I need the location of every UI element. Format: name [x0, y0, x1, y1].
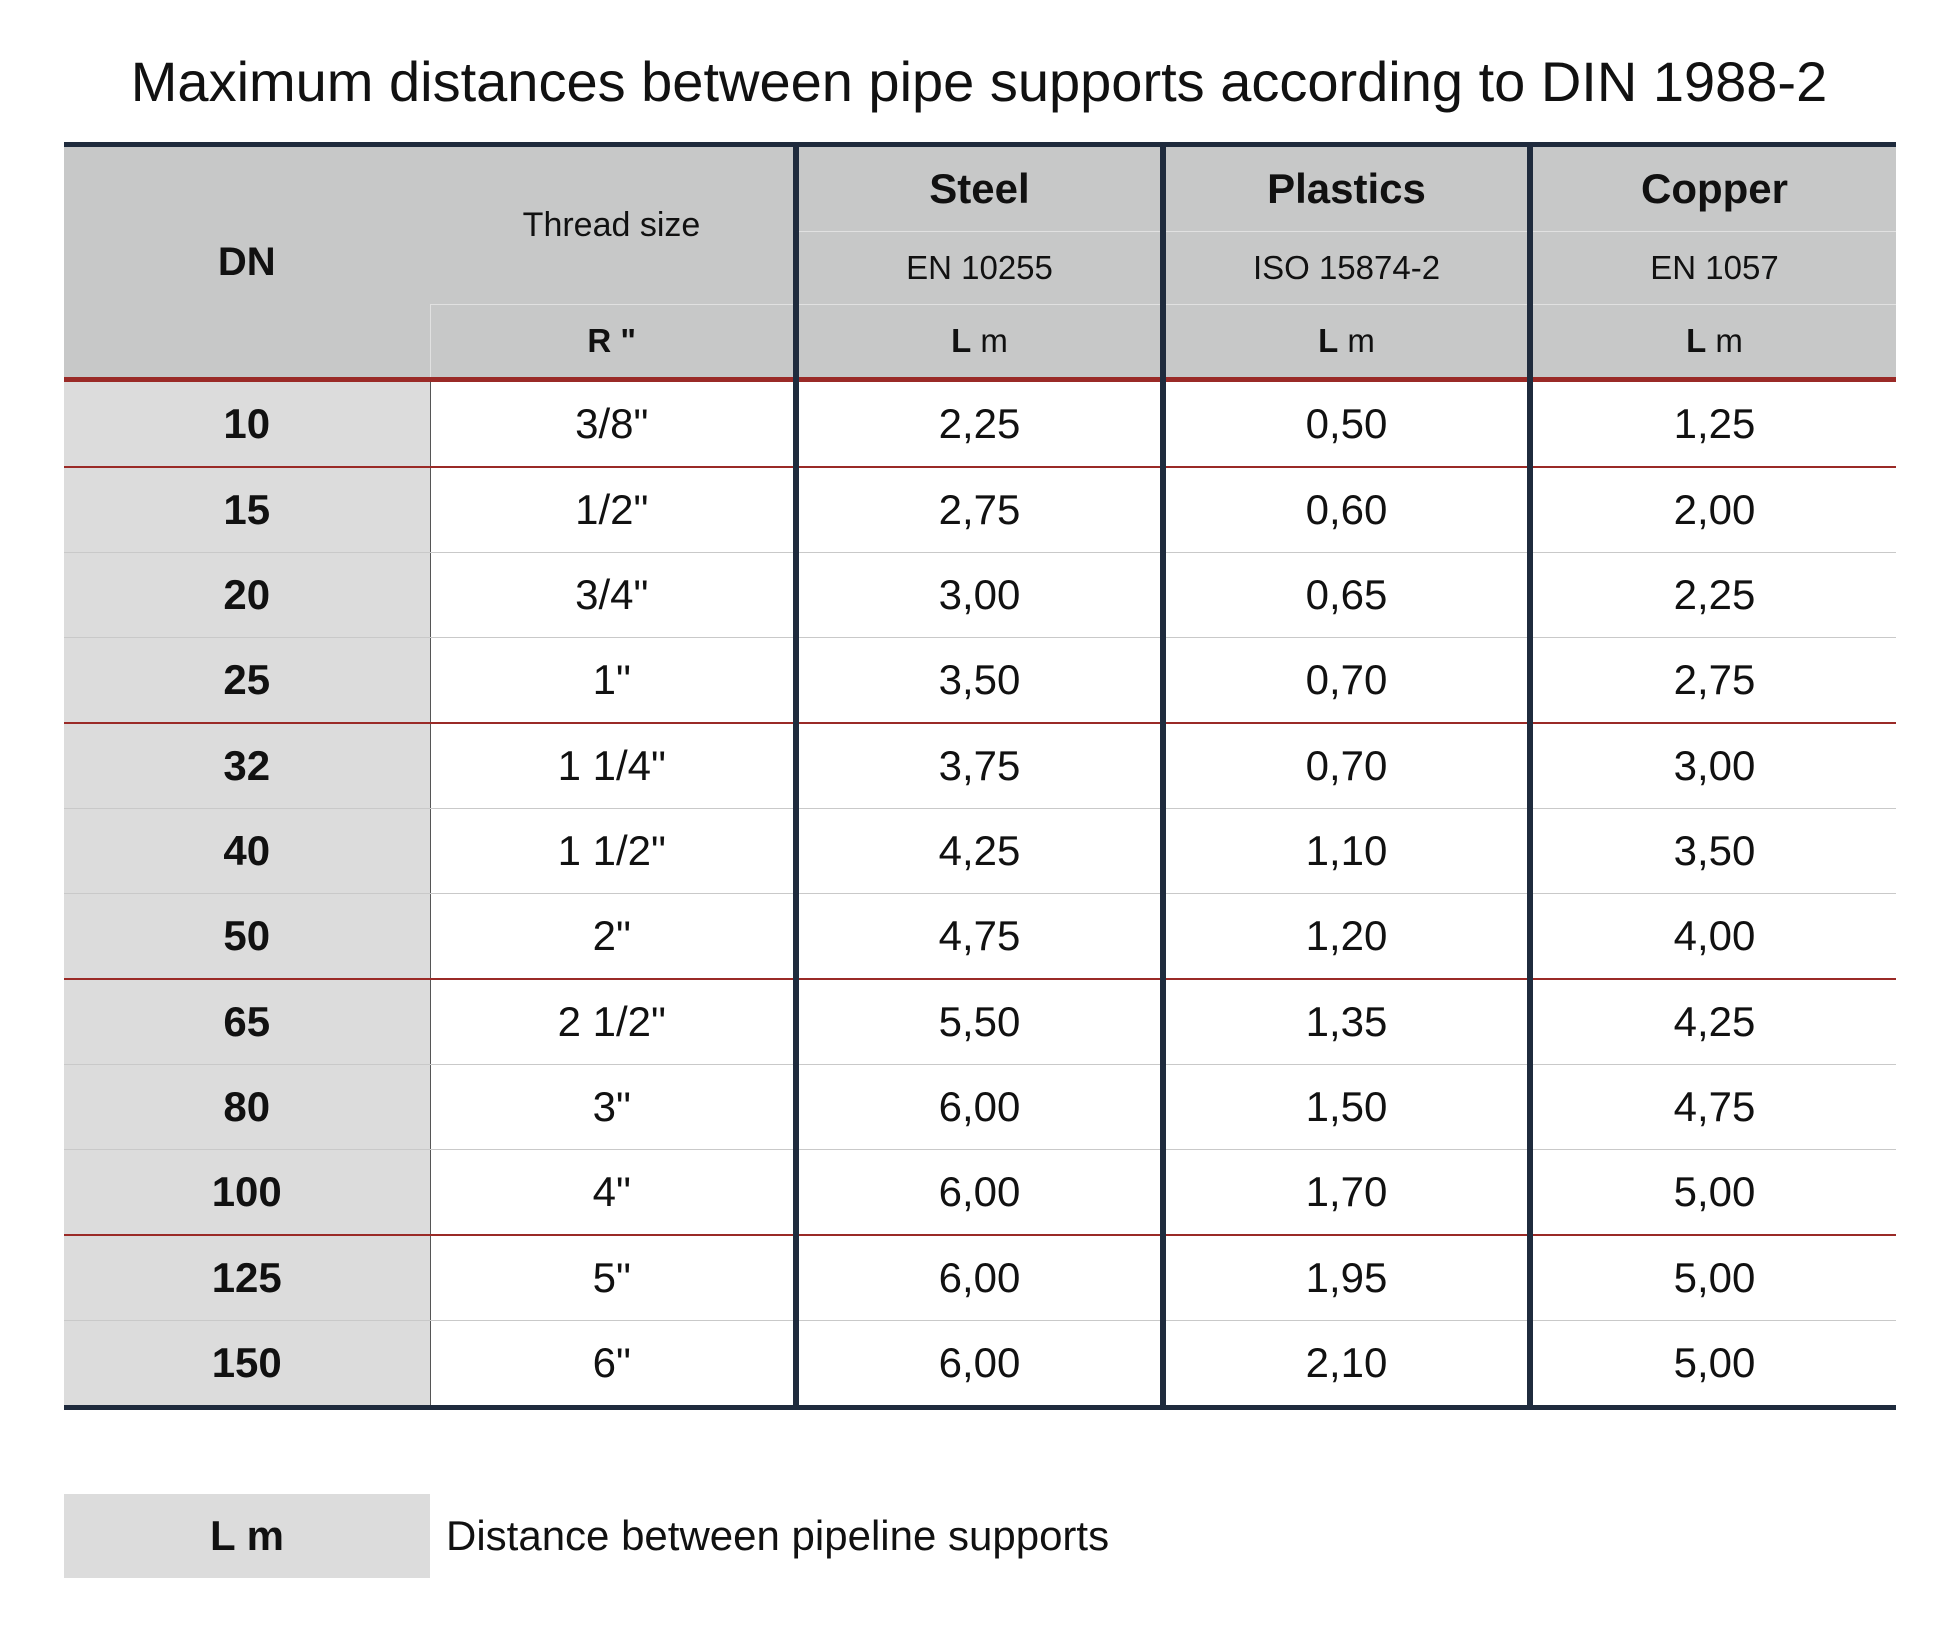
cell-steel: 6,00	[793, 1149, 1163, 1236]
cell-thread-size: 3/8"	[430, 379, 796, 468]
cell-copper: 5,00	[1527, 1235, 1896, 1321]
cell-thread-size: 1 1/4"	[430, 723, 796, 809]
header-steel-unit: L m	[793, 304, 1163, 382]
cell-dn: 150	[64, 1320, 431, 1410]
cell-copper: 3,00	[1527, 723, 1896, 809]
cell-plastics: 0,65	[1160, 552, 1530, 638]
cell-dn: 10	[64, 379, 431, 468]
cell-thread-size: 4"	[430, 1149, 796, 1236]
header-thread-size: Thread size	[430, 142, 796, 305]
cell-thread-size: 2"	[430, 893, 796, 980]
cell-dn: 20	[64, 552, 431, 638]
cell-thread-size: 1"	[430, 637, 796, 724]
table-row: 125 5" 6,00 1,95 5,00	[64, 1235, 1896, 1321]
cell-dn: 32	[64, 723, 431, 809]
cell-thread-size: 1 1/2"	[430, 808, 796, 894]
table-row: 40 1 1/2" 4,25 1,10 3,50	[64, 808, 1896, 894]
cell-dn: 80	[64, 1064, 431, 1150]
cell-thread-size: 3"	[430, 1064, 796, 1150]
header-dn: DN	[64, 142, 430, 382]
header-plastics-standard: ISO 15874-2	[1160, 231, 1530, 305]
table-row: 10 3/8" 2,25 0,50 1,25	[64, 379, 1896, 468]
cell-copper: 5,00	[1527, 1320, 1896, 1410]
cell-steel: 4,25	[793, 808, 1163, 894]
cell-plastics: 0,70	[1160, 723, 1530, 809]
cell-thread-size: 2 1/2"	[430, 979, 796, 1065]
cell-steel: 4,75	[793, 893, 1163, 980]
table-row: 100 4" 6,00 1,70 5,00	[64, 1149, 1896, 1236]
header-plastics: Plastics	[1160, 142, 1530, 232]
cell-steel: 3,75	[793, 723, 1163, 809]
table-row: 50 2" 4,75 1,20 4,00	[64, 893, 1896, 980]
table-row: 20 3/4" 3,00 0,65 2,25	[64, 552, 1896, 638]
cell-copper: 4,75	[1527, 1064, 1896, 1150]
cell-dn: 65	[64, 979, 431, 1065]
cell-copper: 2,00	[1527, 467, 1896, 553]
table-row: 65 2 1/2" 5,50 1,35 4,25	[64, 979, 1896, 1065]
cell-dn: 15	[64, 467, 431, 553]
header-copper-standard: EN 1057	[1527, 231, 1896, 305]
header-thread-unit: R "	[429, 304, 796, 382]
cell-steel: 6,00	[793, 1064, 1163, 1150]
table-row: 32 1 1/4" 3,75 0,70 3,00	[64, 723, 1896, 809]
cell-steel: 5,50	[793, 979, 1163, 1065]
pipe-support-table: DN Thread size Steel Plastics Copper EN …	[64, 142, 1896, 1410]
cell-plastics: 1,70	[1160, 1149, 1530, 1236]
cell-thread-size: 5"	[430, 1235, 796, 1321]
cell-steel: 6,00	[793, 1320, 1163, 1410]
cell-copper: 1,25	[1527, 379, 1896, 468]
cell-steel: 3,00	[793, 552, 1163, 638]
table-row: 150 6" 6,00 2,10 5,00	[64, 1320, 1896, 1410]
cell-plastics: 1,50	[1160, 1064, 1530, 1150]
page-title: Maximum distances between pipe supports …	[130, 50, 1828, 113]
cell-dn: 50	[64, 893, 431, 980]
cell-plastics: 0,50	[1160, 379, 1530, 468]
table-row: 15 1/2" 2,75 0,60 2,00	[64, 467, 1896, 553]
cell-copper: 4,00	[1527, 893, 1896, 980]
cell-copper: 5,00	[1527, 1149, 1896, 1236]
table-row: 80 3" 6,00 1,50 4,75	[64, 1064, 1896, 1150]
cell-plastics: 1,10	[1160, 808, 1530, 894]
cell-plastics: 2,10	[1160, 1320, 1530, 1410]
table-row: 25 1" 3,50 0,70 2,75	[64, 637, 1896, 724]
cell-copper: 3,50	[1527, 808, 1896, 894]
legend-text: Distance between pipeline supports	[446, 1512, 1110, 1559]
legend: L m Distance between pipeline supports	[64, 1494, 1464, 1578]
legend-key: L m	[64, 1494, 430, 1578]
cell-dn: 40	[64, 808, 431, 894]
cell-steel: 2,75	[793, 467, 1163, 553]
header-steel: Steel	[793, 142, 1163, 232]
cell-plastics: 0,60	[1160, 467, 1530, 553]
cell-steel: 6,00	[793, 1235, 1163, 1321]
cell-copper: 2,25	[1527, 552, 1896, 638]
cell-thread-size: 6"	[430, 1320, 796, 1410]
cell-steel: 2,25	[793, 379, 1163, 468]
header-plastics-unit: L m	[1160, 304, 1530, 382]
cell-plastics: 1,35	[1160, 979, 1530, 1065]
header-copper-unit: L m	[1527, 304, 1896, 382]
cell-steel: 3,50	[793, 637, 1163, 724]
cell-thread-size: 1/2"	[430, 467, 796, 553]
header-steel-standard: EN 10255	[793, 231, 1163, 305]
cell-plastics: 1,95	[1160, 1235, 1530, 1321]
cell-dn: 125	[64, 1235, 431, 1321]
header-copper: Copper	[1527, 142, 1896, 232]
cell-dn: 100	[64, 1149, 431, 1236]
cell-copper: 4,25	[1527, 979, 1896, 1065]
cell-copper: 2,75	[1527, 637, 1896, 724]
cell-plastics: 1,20	[1160, 893, 1530, 980]
cell-plastics: 0,70	[1160, 637, 1530, 724]
cell-dn: 25	[64, 637, 431, 724]
cell-thread-size: 3/4"	[430, 552, 796, 638]
